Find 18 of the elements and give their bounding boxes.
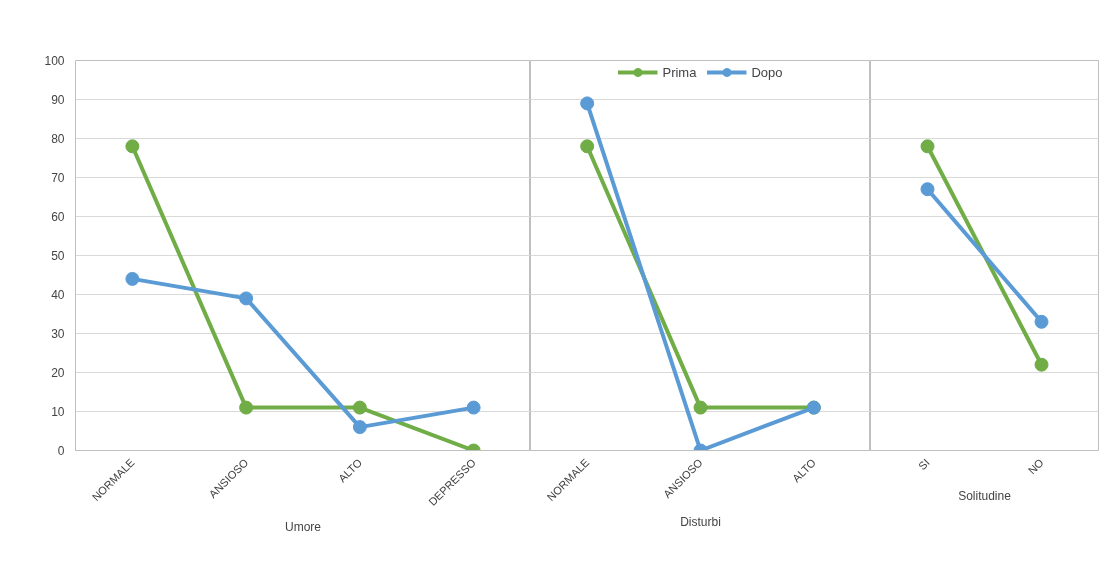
legend-label: Prima <box>662 64 697 80</box>
x-tick-label: NO <box>1025 455 1047 477</box>
y-tick-label: 10 <box>51 405 65 419</box>
y-tick-label: 60 <box>51 210 65 224</box>
x-axis-title: Disturbi <box>680 515 721 530</box>
y-tick-label: 0 <box>57 444 65 458</box>
x-axis-title: Umore <box>285 520 322 535</box>
y-tick-label: 100 <box>44 54 65 68</box>
y-tick-label: 80 <box>51 132 65 146</box>
y-tick-label: 30 <box>51 327 65 341</box>
y-tick-label: 40 <box>51 288 65 302</box>
y-tick-label: 20 <box>51 366 65 380</box>
legend-label: Dopo <box>751 64 783 80</box>
x-axis-title: Solitudine <box>958 488 1012 503</box>
x-tick-label: SI <box>915 456 932 473</box>
y-tick-label: 90 <box>51 93 65 107</box>
y-tick-label: 70 <box>51 171 65 185</box>
y-tick-label: 50 <box>51 249 65 263</box>
